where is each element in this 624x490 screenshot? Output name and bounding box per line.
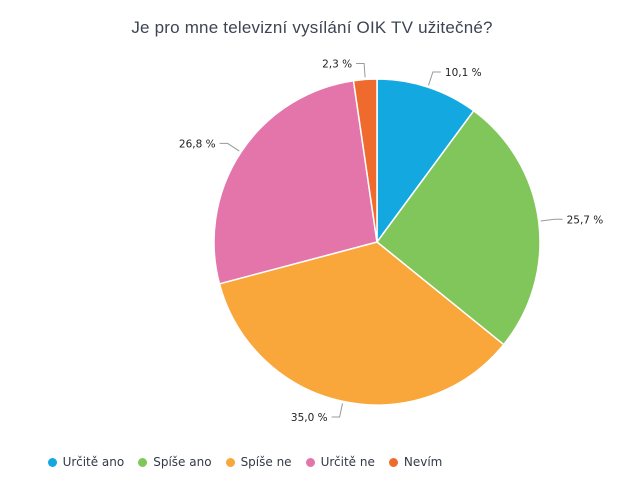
- legend-marker: [225, 457, 235, 467]
- data-label-nevim: 2,3 %: [322, 59, 352, 71]
- legend-marker: [305, 457, 315, 467]
- legend-label: Spíše ne: [240, 455, 292, 469]
- pie-slice-urcite-ne: [213, 79, 378, 285]
- legend-item-urcite-ne[interactable]: Určitě ne: [305, 455, 375, 469]
- leader-line-nevim: [356, 63, 366, 78]
- chart-title: Je pro mne televizní vysílání OIK TV uži…: [131, 18, 493, 37]
- leader-lines: [219, 63, 563, 418]
- data-label-spise-ne: 35,0 %: [291, 412, 328, 424]
- data-label-urcite-ne: 26,8 %: [179, 138, 216, 150]
- pie-slice-spise-ne: [218, 241, 505, 406]
- legend-item-nevim[interactable]: Nevím: [388, 455, 443, 469]
- legend: Určitě ano Spíše ano Spíše ne Určitě ne Neví…: [0, 455, 490, 469]
- pie-slice-urcite-ano: [376, 78, 475, 245]
- leader-line-spise-ano: [540, 218, 563, 222]
- legend-label: Nevím: [403, 455, 443, 469]
- pie-slices: [213, 78, 541, 406]
- legend-item-spise-ano[interactable]: Spíše ano: [138, 455, 212, 469]
- legend-marker: [388, 457, 398, 467]
- legend-label: Určitě ne: [320, 455, 375, 469]
- leader-line-urcite-ne: [219, 142, 240, 152]
- data-labels: 10,1 % 25,7 % 35,0 % 26,8 % 2,3 %: [179, 59, 603, 425]
- legend-item-spise-ne[interactable]: Spíše ne: [225, 455, 292, 469]
- data-label-spise-ano: 25,7 %: [567, 214, 604, 226]
- leader-line-urcite-ano: [428, 71, 441, 86]
- legend-label: Spíše ano: [153, 455, 212, 469]
- pie-slice-spise-ano: [375, 109, 541, 346]
- legend-item-urcite-ano[interactable]: Určitě ano: [47, 455, 125, 469]
- pie-slice-nevim: [352, 78, 378, 243]
- data-label-urcite-ano: 10,1 %: [445, 67, 482, 79]
- legend-marker: [47, 457, 57, 467]
- leader-line-spise-ne: [331, 403, 343, 418]
- legend-label: Určitě ano: [62, 455, 125, 469]
- legend-marker: [138, 457, 148, 467]
